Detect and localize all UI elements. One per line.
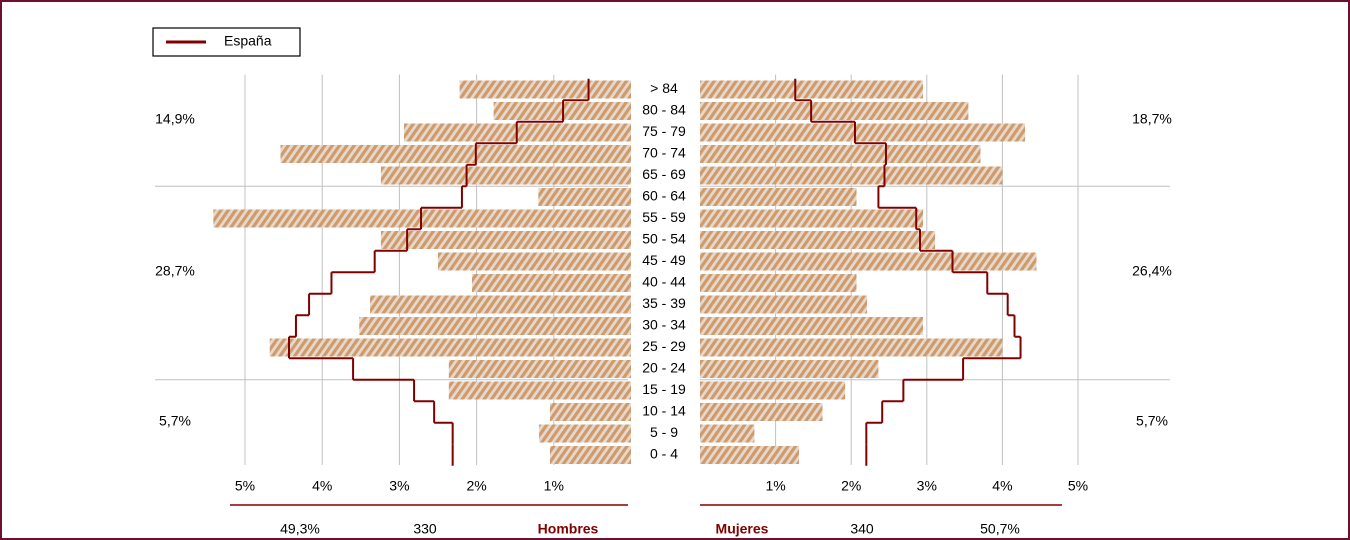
bar [700, 446, 800, 464]
bar [700, 231, 936, 249]
category-label: 65 - 69 [642, 166, 686, 182]
bar [448, 381, 631, 400]
bar [700, 209, 924, 228]
group-share: 5,7% [159, 413, 191, 429]
category-label: > 84 [650, 80, 678, 96]
bar [700, 188, 857, 206]
bar [213, 209, 631, 228]
category-label: 25 - 29 [642, 338, 686, 354]
category-label: 40 - 44 [642, 274, 686, 290]
category-label: 55 - 59 [642, 209, 686, 225]
x-tick-label: 1% [544, 478, 564, 494]
bar [539, 424, 631, 443]
bar [700, 102, 969, 120]
bar [280, 145, 631, 163]
right-share: 50,7% [980, 521, 1020, 537]
x-tick-label: 3% [389, 478, 409, 494]
bar [700, 403, 823, 421]
x-tick-label: 4% [312, 478, 332, 494]
category-label: 30 - 34 [642, 317, 686, 333]
bar [269, 338, 631, 357]
legend-label: España [224, 33, 272, 49]
category-label: 45 - 49 [642, 252, 686, 268]
x-tick-label: 2% [466, 478, 486, 494]
category-label: 15 - 19 [642, 381, 686, 397]
category-label: 50 - 54 [642, 231, 686, 247]
right-total: 340 [850, 521, 874, 537]
left-share: 49,3% [280, 521, 320, 537]
category-label: 0 - 4 [650, 446, 678, 462]
category-label: 5 - 9 [650, 424, 678, 440]
bar [700, 145, 981, 163]
bar [549, 403, 631, 421]
legend: España [152, 27, 301, 57]
bar [438, 252, 631, 271]
bar [700, 381, 846, 400]
category-label: 80 - 84 [642, 102, 686, 118]
bar [700, 338, 1003, 357]
bar [359, 317, 631, 335]
bar [549, 446, 631, 464]
x-tick-label: 3% [917, 478, 937, 494]
left-title: Hombres [538, 521, 599, 537]
x-tick-label: 5% [1068, 478, 1088, 494]
group-share: 26,4% [1132, 263, 1172, 279]
category-label: 60 - 64 [642, 188, 686, 204]
group-share: 14,9% [155, 111, 195, 127]
group-share: 28,7% [155, 263, 195, 279]
left-total: 330 [413, 521, 437, 537]
category-label: 20 - 24 [642, 360, 686, 376]
x-tick-label: 4% [992, 478, 1012, 494]
bar [700, 360, 879, 378]
x-tick-label: 5% [235, 478, 255, 494]
x-tick-label: 2% [841, 478, 861, 494]
bar [700, 123, 1026, 142]
group-share: 18,7% [1132, 111, 1172, 127]
right-title: Mujeres [716, 521, 769, 537]
category-label: 70 - 74 [642, 145, 686, 161]
bar [700, 424, 755, 443]
category-label: 35 - 39 [642, 295, 686, 311]
bar [700, 274, 857, 292]
bar [538, 188, 631, 206]
category-label: 75 - 79 [642, 123, 686, 139]
bar [380, 166, 631, 185]
group-share: 5,7% [1136, 413, 1168, 429]
bar [380, 231, 631, 249]
bar [700, 166, 1003, 185]
bar [459, 80, 631, 99]
bar [370, 295, 631, 314]
category-label: 10 - 14 [642, 403, 686, 419]
bar [700, 295, 868, 314]
x-tick-label: 1% [765, 478, 785, 494]
bar [700, 317, 924, 335]
bar [700, 252, 1037, 271]
bar [448, 360, 631, 378]
bar [471, 274, 631, 292]
bar [700, 80, 924, 99]
